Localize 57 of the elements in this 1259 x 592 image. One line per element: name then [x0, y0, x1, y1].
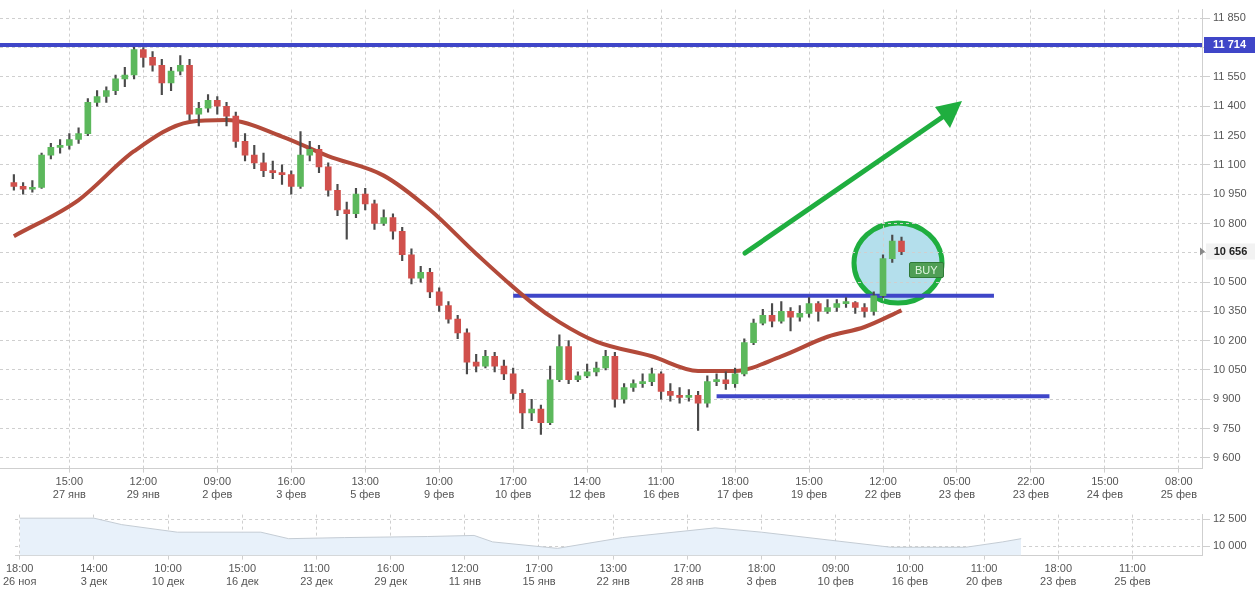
- x-tick-label: 08:00 25 фев: [1160, 475, 1198, 501]
- x-tick-label: 05:00 23 фев: [938, 475, 976, 501]
- y-tick-label: 10 000: [1213, 539, 1247, 552]
- y-tick-label: 11 250: [1213, 128, 1246, 141]
- y-tick-label: 9 750: [1213, 421, 1241, 434]
- x-tick-label: 13:00 22 янв: [596, 562, 630, 588]
- x-tick-label: 09:00 10 фев: [817, 562, 855, 588]
- x-tick-label: 18:00 26 ноя: [2, 562, 37, 588]
- x-tick-label: 14:00 3 дек: [80, 562, 108, 588]
- candlestick: [787, 307, 794, 332]
- text: 10 656: [1213, 244, 1248, 257]
- y-tick-label: 11 100: [1213, 157, 1246, 170]
- x-tick-label: 17:00 28 янв: [670, 562, 705, 588]
- candlestick: [861, 303, 868, 318]
- x-tick-label: 17:00 15 янв: [522, 562, 556, 588]
- y-tick-label: 10 050: [1213, 363, 1247, 375]
- x-tick-label: 15:00 19 фев: [790, 475, 828, 501]
- y-tick-label: 10 500: [1213, 275, 1247, 288]
- x-tick-label: 11:00 20 фев: [965, 562, 1003, 588]
- y-tick-label: 11 400: [1213, 99, 1246, 112]
- line-series: [11, 117, 904, 373]
- x-tick-label: 09:00 2 фев: [202, 475, 233, 501]
- y-tick-label: 11 550: [1213, 70, 1246, 83]
- x-tick-label: 12:00 22 фев: [864, 475, 902, 501]
- y-tick-label: 10 800: [1213, 216, 1247, 229]
- x-tick-label: 11:00 25 фев: [1114, 562, 1151, 588]
- x-tick-label: 10:00 10 дек: [151, 562, 185, 588]
- y-tick-label: 10 200: [1213, 333, 1247, 346]
- x-tick-label: 16:00 29 дек: [374, 562, 408, 588]
- y-tick-label: 9 600: [1213, 450, 1241, 463]
- x-tick-label: 17:00 10 фев: [495, 475, 532, 501]
- x-tick-label: 12:00 29 янв: [126, 475, 161, 501]
- x-tick-label: 15:00 16 дек: [225, 562, 259, 588]
- x-tick-label: 22:00 23 фев: [1012, 475, 1050, 501]
- y-tick-label: 10 350: [1213, 304, 1247, 317]
- ref-line-label: 11 714: [1212, 37, 1247, 50]
- x-tick-label: 12:00 11 янв: [448, 562, 482, 588]
- y-tick-label: 11 850: [1213, 11, 1246, 24]
- x-tick-label: 13:00 5 фев: [350, 475, 381, 501]
- candlestick: [713, 373, 720, 386]
- x-tick-label: 18:00 23 фев: [1040, 562, 1077, 588]
- button: BUY: [909, 262, 944, 278]
- y-tick-label: 12 500: [1213, 512, 1247, 525]
- x-tick-label: 11:00 16 фев: [642, 475, 680, 501]
- x-tick-label: 16:00 3 фев: [276, 475, 307, 501]
- x-tick-label: 18:00 17 фев: [716, 475, 754, 501]
- candlestick: [260, 152, 267, 177]
- x-tick-label: 10:00 16 фев: [891, 562, 929, 588]
- x-tick-label: 11:00 23 дек: [300, 562, 333, 588]
- y-tick-label: 9 900: [1213, 392, 1241, 405]
- x-tick-label: 14:00 12 фев: [568, 475, 606, 501]
- x-tick-label: 18:00 3 фев: [746, 562, 777, 588]
- x-tick-label: 10:00 9 фев: [424, 475, 455, 501]
- candlestick: [824, 299, 831, 314]
- x-tick-label: 15:00 27 янв: [52, 475, 87, 501]
- y-tick-label: 10 950: [1213, 187, 1247, 200]
- x-tick-label: 15:00 24 фев: [1086, 475, 1124, 501]
